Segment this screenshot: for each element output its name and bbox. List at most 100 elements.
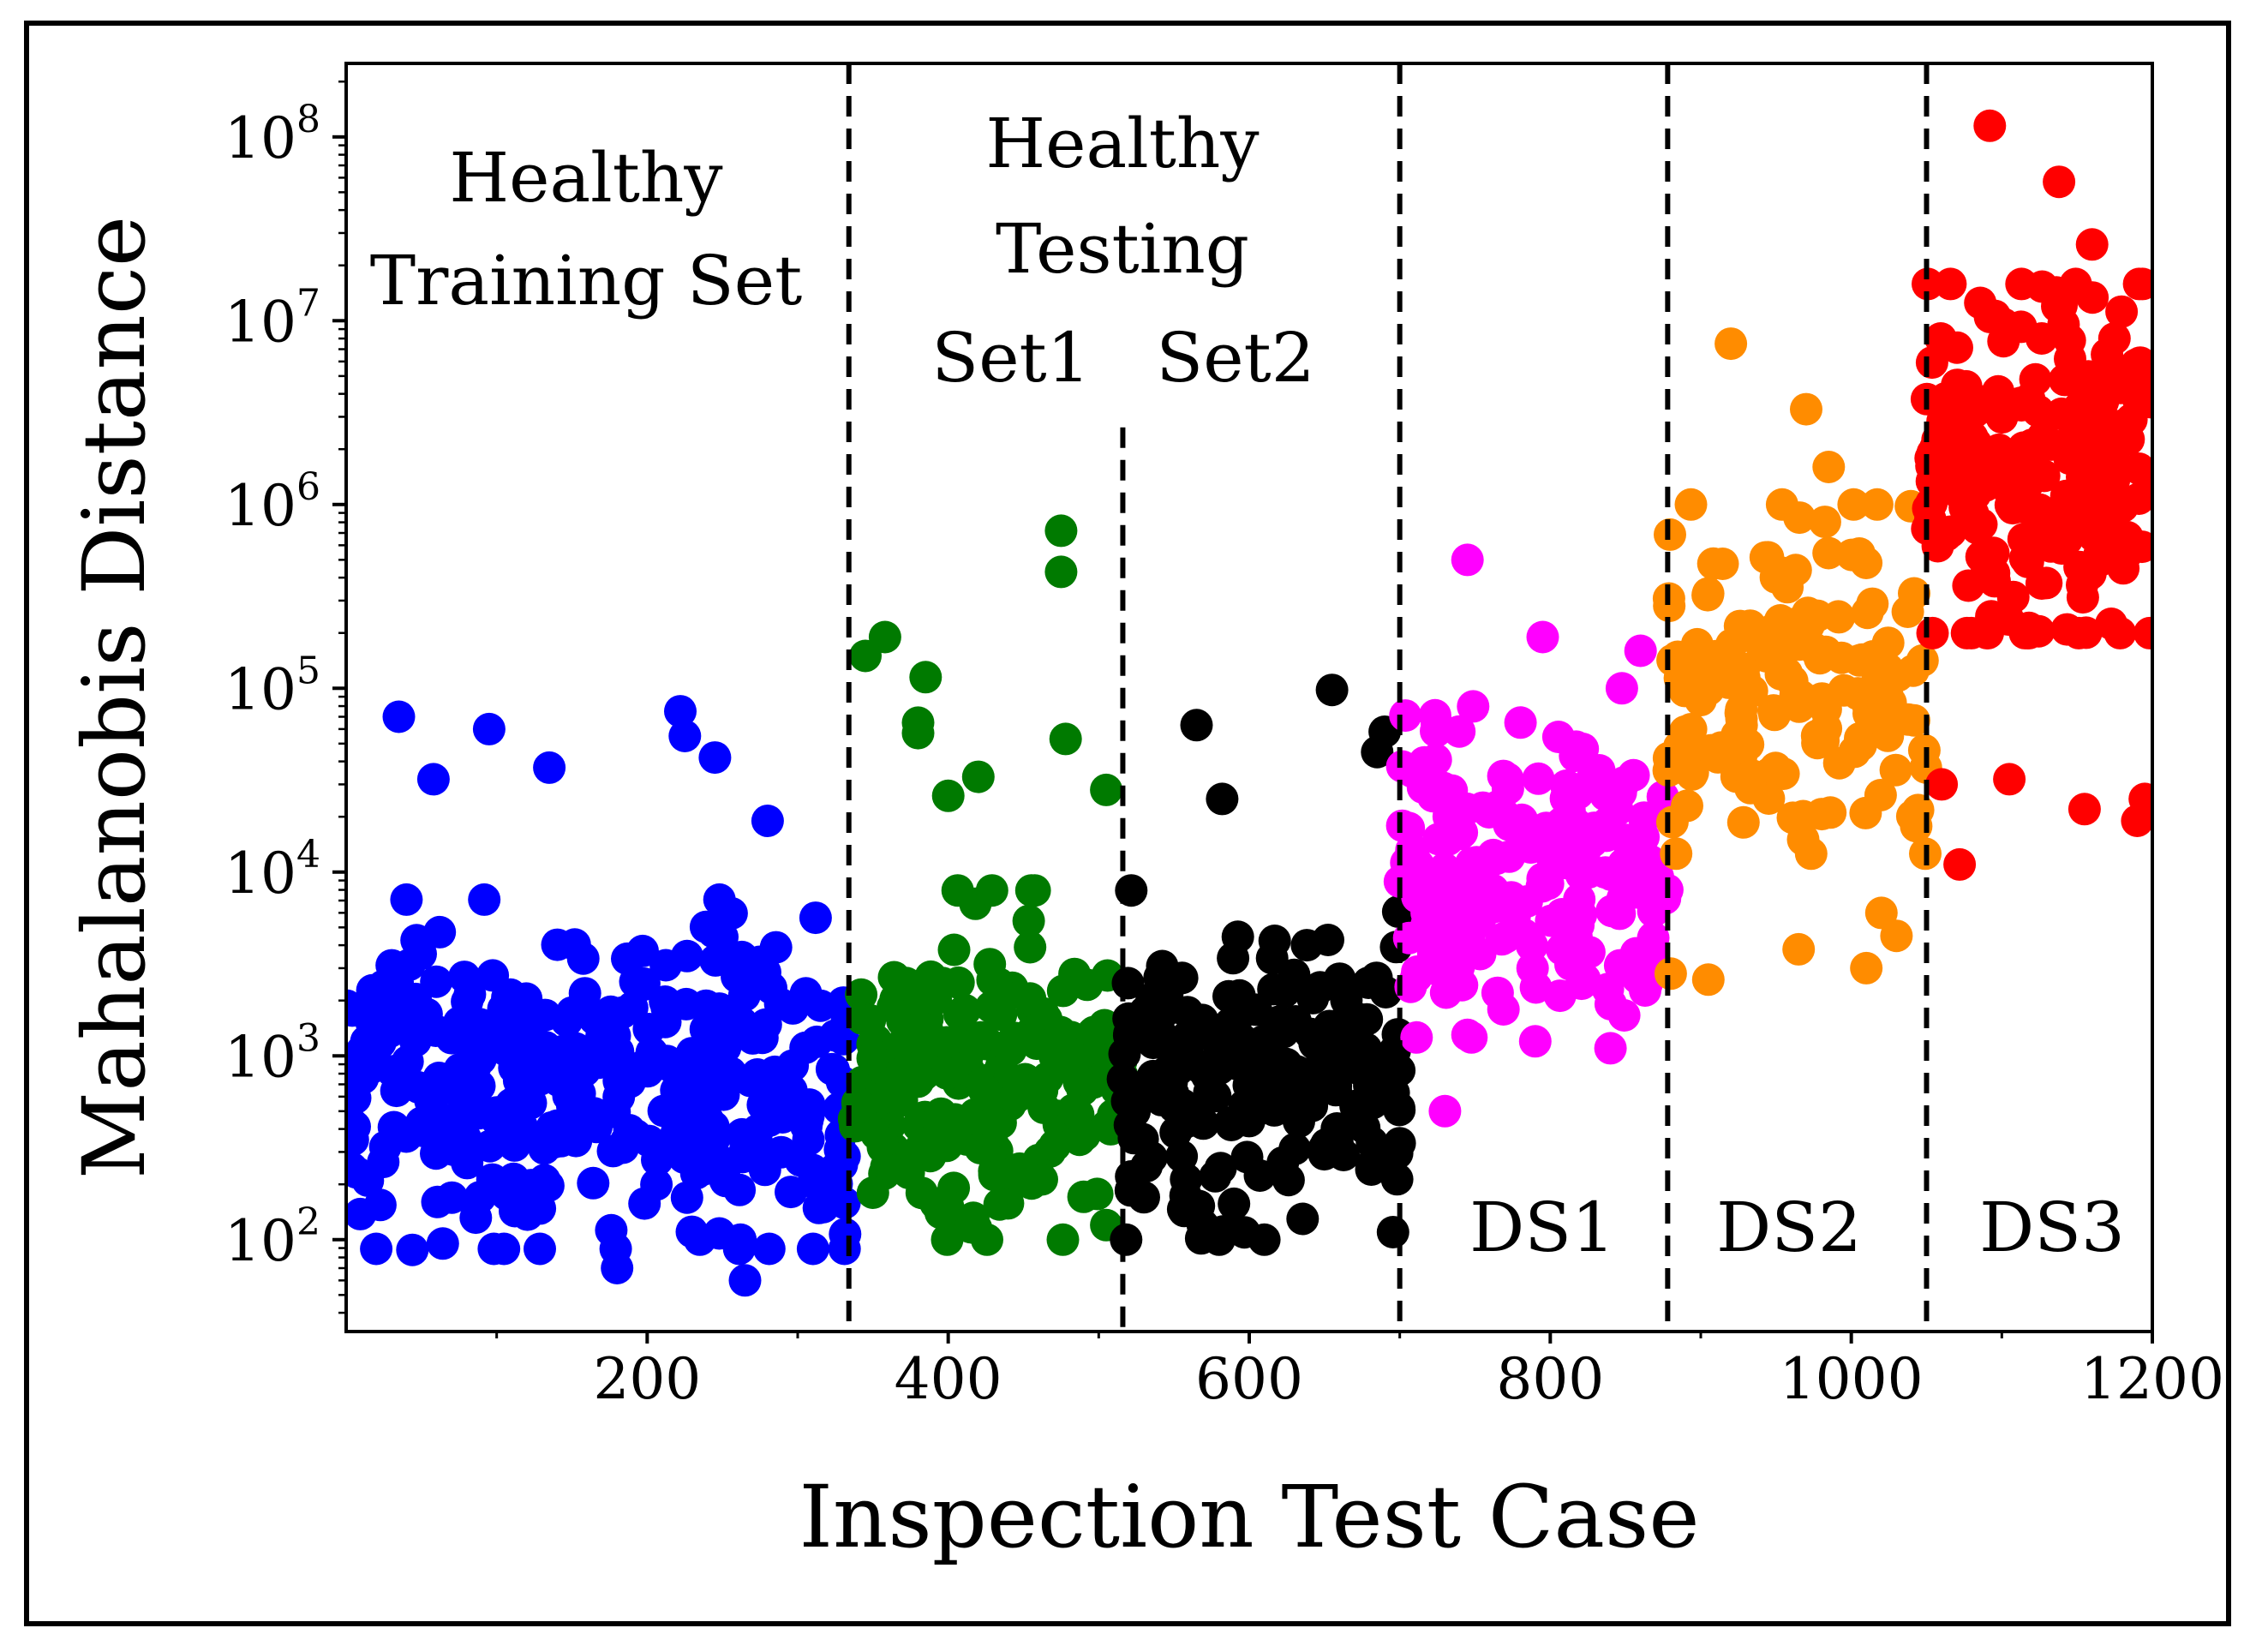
data-point: [1654, 957, 1687, 991]
data-point: [975, 874, 1008, 907]
data-point: [1930, 518, 1963, 552]
y-tick-label: 105: [224, 649, 320, 722]
data-point: [1924, 322, 1957, 355]
data-point: [1684, 684, 1717, 717]
label-ds2: DS2: [1716, 1188, 1862, 1267]
data-point: [909, 661, 942, 694]
data-point: [942, 966, 975, 999]
data-point: [2105, 295, 2139, 328]
data-point: [1994, 488, 2027, 522]
data-point: [1879, 753, 1912, 787]
data-point: [915, 1124, 948, 1158]
data-point: [1973, 109, 2007, 142]
data-point: [1186, 1003, 1219, 1037]
data-point: [1952, 569, 1985, 602]
data-point: [1499, 913, 1532, 947]
data-point: [691, 1103, 724, 1136]
data-point: [759, 931, 793, 964]
data-point: [983, 1188, 1016, 1221]
y-tick-label: 106: [224, 465, 320, 539]
data-point: [2089, 531, 2121, 565]
data-point: [1660, 837, 1693, 871]
data-point: [1856, 587, 1889, 620]
data-point: [1359, 1062, 1392, 1095]
data-point: [751, 805, 784, 837]
data-point: [664, 695, 697, 728]
data-point: [363, 1026, 397, 1059]
data-point: [1978, 299, 2012, 332]
data-point: [856, 1176, 889, 1209]
x-axis-label: Inspection Test Case: [799, 1467, 1699, 1567]
data-point: [1416, 937, 1450, 971]
data-point: [1444, 817, 1477, 851]
label-set2: Set2: [1156, 318, 1314, 398]
data-point: [827, 1022, 860, 1056]
data-point: [727, 979, 761, 1012]
data-point: [1376, 1216, 1409, 1248]
data-point: [640, 1168, 673, 1201]
data-point: [1844, 728, 1877, 762]
data-point: [789, 1031, 823, 1064]
data-point: [1857, 640, 1890, 673]
data-point: [448, 961, 481, 994]
data-point: [528, 1164, 561, 1197]
data-point: [477, 1232, 511, 1266]
data-point: [1674, 488, 1708, 521]
data-point: [1135, 982, 1169, 1015]
data-point: [491, 981, 524, 1015]
data-point: [937, 933, 971, 967]
data-point: [1714, 327, 1748, 361]
data-point: [1014, 982, 1047, 1015]
data-point: [1286, 1202, 1320, 1236]
data-point: [1111, 967, 1145, 1000]
data-point: [1790, 392, 1822, 426]
y-tick-label: 103: [224, 1016, 320, 1090]
data-point: [360, 1232, 393, 1266]
data-point: [967, 1073, 1001, 1106]
data-point: [1912, 267, 1944, 301]
data-point: [1712, 666, 1745, 699]
region-dividers: [846, 63, 1930, 1332]
data-point: [1577, 811, 1611, 845]
data-point: [1705, 733, 1738, 767]
data-point: [568, 977, 601, 1010]
data-point: [1559, 920, 1593, 954]
data-point: [398, 1024, 432, 1057]
data-point: [1629, 974, 1661, 1007]
data-point: [661, 1115, 694, 1147]
data-point: [1217, 942, 1250, 975]
y-tick-label: 107: [224, 281, 320, 355]
data-point: [1258, 925, 1291, 957]
data-point: [426, 1227, 459, 1260]
data-point: [1765, 488, 1798, 521]
data-point: [829, 1218, 862, 1251]
data-point: [1451, 1018, 1484, 1051]
data-point: [2068, 793, 2101, 826]
y-tick-label: 108: [224, 98, 320, 171]
x-tick-label: 600: [1195, 1346, 1303, 1412]
data-point: [2093, 418, 2127, 452]
data-point: [1765, 556, 1798, 590]
data-point: [2048, 363, 2081, 397]
data-point: [422, 1062, 456, 1094]
data-point: [1077, 1015, 1110, 1049]
data-point: [1756, 694, 1790, 727]
y-tick-label: 104: [224, 833, 320, 907]
data-point: [1595, 895, 1629, 928]
data-point: [1330, 984, 1363, 1017]
data-point: [941, 874, 974, 907]
data-point: [1948, 491, 1982, 524]
data-point: [775, 1176, 807, 1209]
data-point: [1549, 781, 1583, 815]
data-point: [462, 1097, 495, 1130]
data-point: [1978, 565, 2011, 598]
x-tick-label: 200: [593, 1346, 701, 1412]
label-set1: Set1: [931, 318, 1090, 398]
data-point: [948, 993, 982, 1027]
data-point: [1563, 883, 1596, 916]
series-ds2: [1652, 327, 1942, 997]
data-point: [400, 924, 434, 957]
data-point: [689, 910, 722, 943]
data-point: [2013, 611, 2045, 644]
